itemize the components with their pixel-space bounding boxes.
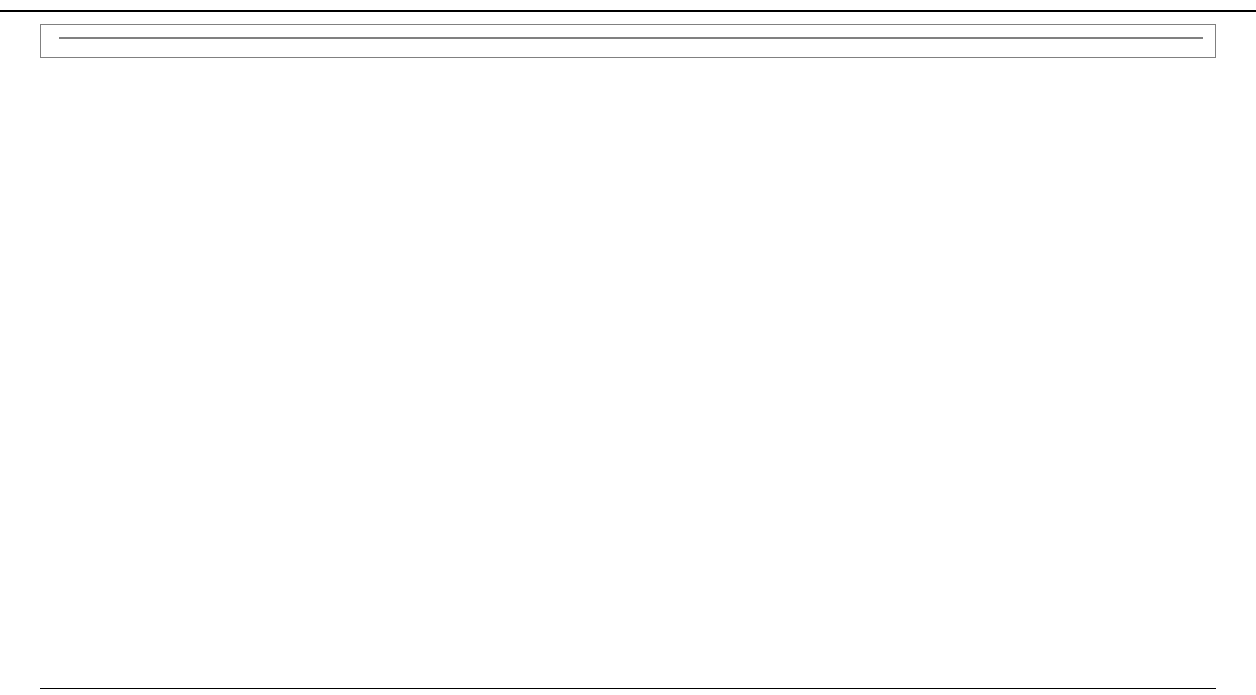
plot-area [59,37,1203,39]
chart-container [40,24,1216,58]
figure-header [0,0,1256,12]
x-tickmarks [60,38,1202,44]
chart-body [53,37,1203,49]
plot-wrap [59,37,1203,49]
trend-arrow [60,38,360,188]
footer-rule [40,688,1216,689]
